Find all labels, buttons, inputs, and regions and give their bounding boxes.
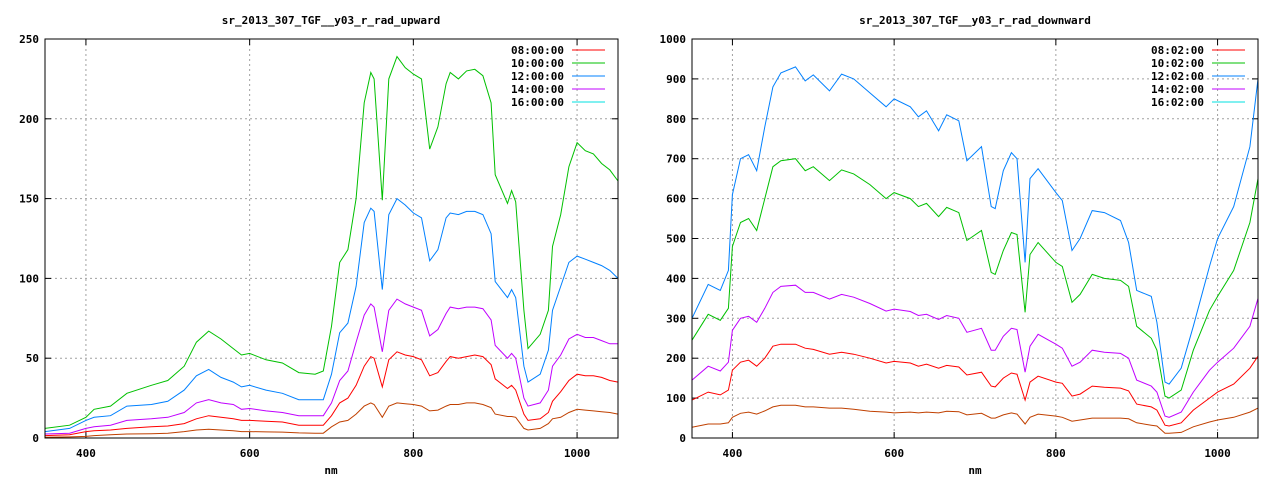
legend-label: 14:02:00 <box>1151 83 1204 96</box>
x-tick-label: 600 <box>884 447 904 460</box>
legend-item: 12:00:00 <box>511 70 605 83</box>
x-axis-label: nm <box>324 464 338 477</box>
x-tick-label: 400 <box>76 447 96 460</box>
y-tick-label: 100 <box>666 392 686 405</box>
y-tick-label: 400 <box>666 272 686 285</box>
x-axis-label: nm <box>968 464 982 477</box>
legend-item: 12:02:00 <box>1151 70 1245 83</box>
legend-label: 10:00:00 <box>511 57 564 70</box>
y-tick-label: 0 <box>679 432 686 445</box>
legend-label: 16:00:00 <box>511 96 564 109</box>
legend-label: 08:02:00 <box>1151 44 1204 57</box>
x-tick-label: 600 <box>240 447 260 460</box>
x-tick-label: 1000 <box>1204 447 1231 460</box>
y-tick-label: 500 <box>666 233 686 246</box>
x-tick-label: 1000 <box>564 447 591 460</box>
x-tick-label: 800 <box>403 447 423 460</box>
series-line-100000 <box>44 55 619 429</box>
series-line-100200 <box>691 158 1259 399</box>
legend-label: 10:02:00 <box>1151 57 1204 70</box>
plot-area: 0 100 200 300 400 500 600 700 800 900 1000 400 600 80… <box>660 33 1259 460</box>
downward-radiance-chart: sr_2013_307_TGF__y03_r_rad_downward nm 0… <box>660 14 1259 477</box>
series-line-140000 <box>44 298 618 435</box>
y-tick-label: 1000 <box>660 33 687 46</box>
legend-item: 10:02:00 <box>1151 57 1245 70</box>
legend-label: 12:02:00 <box>1151 70 1204 83</box>
y-tick-label: 250 <box>19 33 39 46</box>
series-line-160000 <box>44 402 619 438</box>
y-tick-label: 800 <box>666 113 686 126</box>
upward-radiance-chart: sr_2013_307_TGF__y03_r_rad_upward nm 0 50… <box>19 14 619 477</box>
legend-label: 12:00:00 <box>511 70 564 83</box>
legend-item: 16:00:00 <box>511 96 605 109</box>
x-tick-label: 800 <box>1046 447 1066 460</box>
y-tick-label: 200 <box>666 352 686 365</box>
series-line-160200 <box>691 404 1259 434</box>
y-tick-label: 900 <box>666 73 686 86</box>
x-tick-label: 400 <box>722 447 742 460</box>
series-line-140200 <box>691 284 1259 418</box>
plot-area: 0 50 100 150 200 250 400 600 800 1000 <box>19 33 619 460</box>
y-tick-label: 600 <box>666 193 686 206</box>
y-tick-label: 0 <box>32 432 39 445</box>
series-line-120000 <box>44 197 619 433</box>
legend-item: 14:02:00 <box>1151 83 1245 96</box>
y-tick-label: 50 <box>26 352 39 365</box>
y-tick-label: 300 <box>666 312 686 325</box>
legend-item: 16:02:00 <box>1151 96 1245 109</box>
series-line-120200 <box>691 66 1259 385</box>
y-tick-label: 150 <box>19 193 39 206</box>
legend-label: 08:00:00 <box>511 44 564 57</box>
y-tick-label: 200 <box>19 113 39 126</box>
plot-border <box>691 38 1259 439</box>
plot-border <box>44 38 619 439</box>
legend-item: 08:02:00 <box>1151 44 1245 57</box>
legend-item: 10:00:00 <box>511 57 605 70</box>
series-line-080000 <box>44 351 619 437</box>
y-tick-label: 100 <box>19 272 39 285</box>
series-line-080200 <box>691 343 1259 427</box>
legend-label: 14:00:00 <box>511 83 564 96</box>
chart-title: sr_2013_307_TGF__y03_r_rad_downward <box>859 14 1091 27</box>
legend-item: 08:00:00 <box>511 44 605 57</box>
y-tick-label: 700 <box>666 153 686 166</box>
legend-item: 14:00:00 <box>511 83 605 96</box>
chart-title: sr_2013_307_TGF__y03_r_rad_upward <box>222 14 441 27</box>
legend-label: 16:02:00 <box>1151 96 1204 109</box>
